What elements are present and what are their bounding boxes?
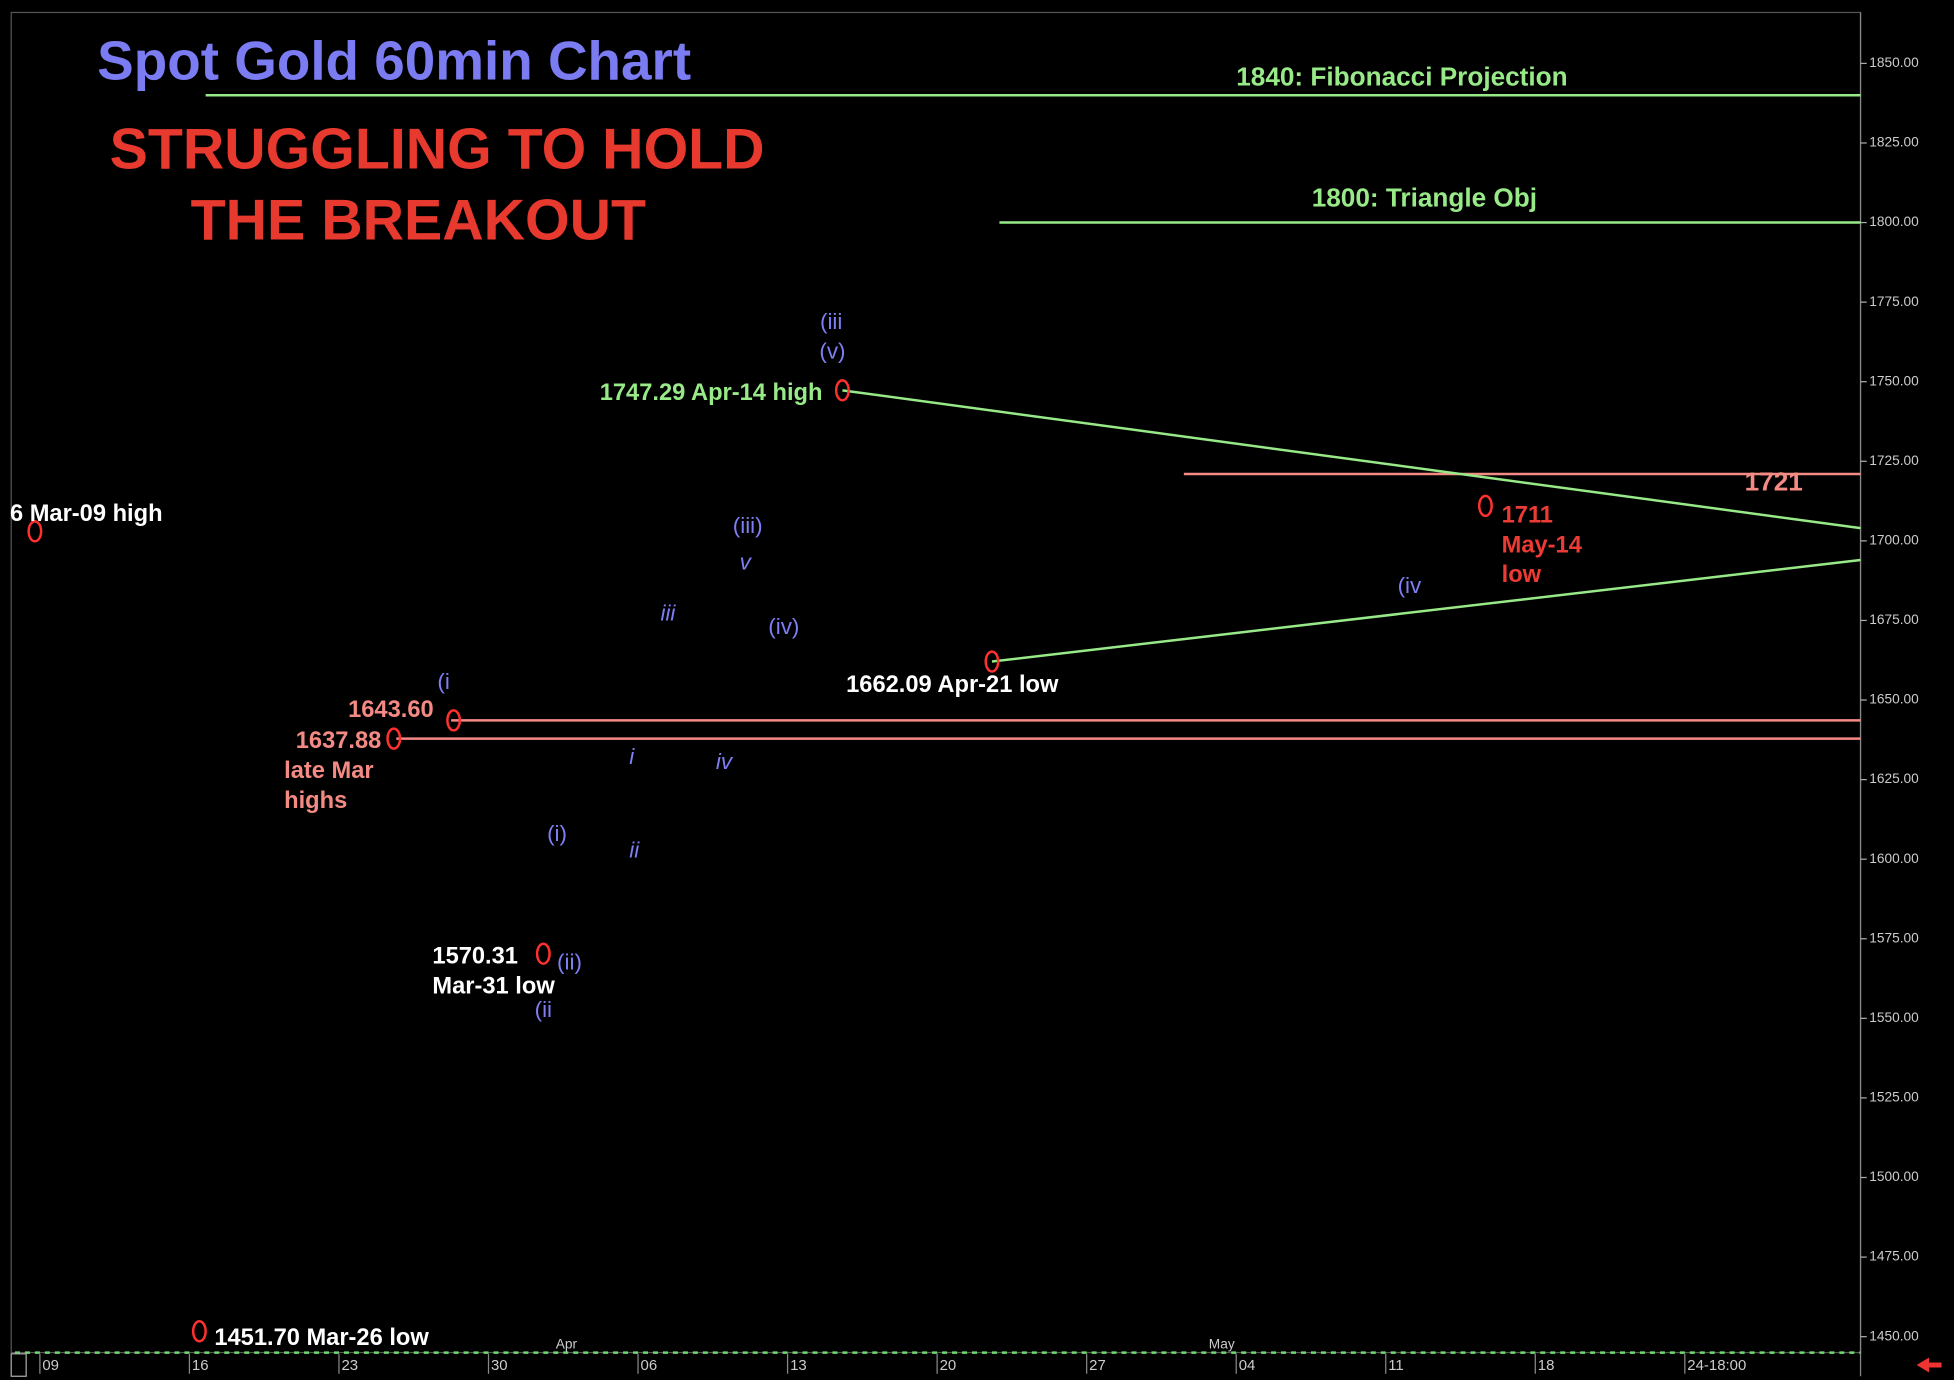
x-tick-label: 09 [42,1357,59,1374]
x-tick-label: 13 [790,1357,807,1374]
x-tick-label: 04 [1239,1357,1256,1374]
annotation: 6 Mar-09 high [10,501,163,527]
line-label: 1800: Triangle Obj [1312,182,1537,212]
point-marker [191,1320,207,1343]
point-marker [27,520,43,543]
y-tick-label: 1475.00 [1869,1249,1919,1264]
line-label: 1840: Fibonacci Projection [1236,61,1567,91]
x-tick-label: 20 [940,1357,957,1374]
annotation: 1451.70 Mar-26 low [214,1325,429,1351]
y-tick-label: 1550.00 [1869,1010,1919,1025]
annotation: highs [284,788,347,814]
line-label: 1721 [1745,467,1803,497]
wave-label: iv [716,749,734,774]
point-marker [535,942,551,965]
wave-label: (ii [535,997,552,1022]
y-tick-label: 1750.00 [1869,373,1919,388]
content: 1450.00 1475.00 1500.00 1525.00 1550.00 1575.… [10,29,1919,1374]
annotation: 1711 [1502,502,1553,528]
y-tick-label: 1600.00 [1869,851,1919,866]
annotation: late Mar [284,758,373,784]
x-tick-label: 27 [1089,1357,1106,1374]
y-tick-label: 1725.00 [1869,453,1919,468]
y-tick-label: 1525.00 [1869,1090,1919,1105]
chart-title: Spot Gold 60min Chart [97,29,691,91]
y-tick-label: 1800.00 [1869,214,1919,229]
trendline [991,558,1861,663]
wave-label: i [629,744,635,769]
point-marker [386,727,402,750]
y-tick-label: 1775.00 [1869,294,1919,309]
wave-label: (iv [1398,573,1422,598]
wave-label: (v) [819,339,845,364]
point-marker [1477,494,1493,518]
axis-box [10,1353,27,1377]
y-tick-label: 1825.00 [1869,135,1919,150]
annotation: 1747.29 Apr-14 high [600,380,823,406]
month-label: Apr [556,1337,578,1352]
x-tick-label: 18 [1538,1357,1555,1374]
wave-label: (i) [547,821,567,846]
y-tick-label: 1500.00 [1869,1169,1919,1184]
x-tick-label: 30 [491,1357,508,1374]
wave-label: ii [629,837,640,862]
headline: THE BREAKOUT [191,189,646,253]
annotation: 1637.88 [296,728,382,754]
annotation: May-14 [1502,532,1583,558]
annotation: 1570.31 [432,944,518,970]
wave-label: (iv) [768,614,799,639]
wave-label: (iii) [733,513,763,538]
x-tick-label: 24-18:00 [1687,1357,1746,1374]
y-tick-label: 1675.00 [1869,612,1919,627]
point-marker [446,709,462,732]
y-tick-label: 1700.00 [1869,532,1919,547]
y-tick-label: 1625.00 [1869,771,1919,786]
x-tick-label: 23 [341,1357,358,1374]
x-tick-label: 11 [1388,1357,1404,1374]
wave-label: (i [437,669,449,694]
annotation: low [1502,562,1542,588]
x-tick-label: 16 [192,1357,209,1374]
annotation: 1662.09 Apr-21 low [846,672,1059,698]
headline: STRUGGLING TO HOLD [110,117,765,181]
wave-label: (iii [820,309,842,334]
y-tick-label: 1450.00 [1869,1328,1919,1343]
point-marker [834,379,850,402]
annotation: 1643.60 [348,697,434,723]
point-marker [984,650,1000,673]
y-tick-label: 1850.00 [1869,55,1919,70]
y-tick-label: 1650.00 [1869,692,1919,707]
wave-label: (ii) [557,950,582,975]
x-tick-label: 06 [641,1357,658,1374]
wave-label: iii [660,600,676,625]
trendline [842,389,1861,530]
annotation: Mar-31 low [432,974,555,1000]
y-tick-label: 1575.00 [1869,930,1919,945]
wave-label: v [740,549,753,574]
month-label: May [1209,1337,1235,1352]
